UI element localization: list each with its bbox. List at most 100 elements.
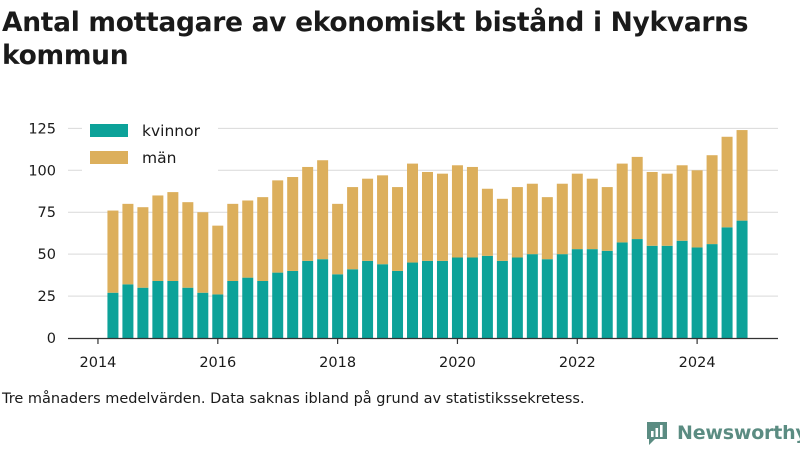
bar-kvinnor [137,287,149,338]
bar-man [377,175,389,265]
bar-kvinnor [496,260,508,338]
logo: Newsworthy [645,420,800,446]
bar-man [182,202,194,288]
bar-kvinnor [526,254,538,338]
bar-man [586,178,598,250]
bar-kvinnor [377,264,389,338]
x-tick-label: 2024 [679,355,716,371]
bar-kvinnor [511,257,523,338]
bar-man [197,212,209,293]
x-tick-label: 2020 [439,355,476,371]
bar-kvinnor [571,249,583,338]
bar-kvinnor [212,294,224,338]
x-axis: 2014 2016 2018 2020 2022 2024 [68,337,778,371]
chart: 0 25 50 75 100 125 2014 2016 2018 2020 2022 2024 k… [28,118,778,371]
y-tick-label: 25 [38,289,56,305]
bar-man [227,203,239,281]
bar-man [107,210,119,293]
bars [107,130,748,338]
logo-text: Newsworthy [677,422,800,444]
bar-kvinnor [167,280,179,338]
bar-kvinnor [676,240,688,338]
bar-kvinnor [197,292,209,338]
bar-kvinnor [721,227,733,338]
bar-kvinnor [332,274,344,338]
bar-man [242,200,254,278]
bar-man [541,197,553,260]
bar-man [332,203,344,275]
bar-man [646,171,658,246]
bar-kvinnor [661,245,673,338]
bar-kvinnor [691,247,703,338]
bar-man [511,187,523,258]
bar-man [676,165,688,241]
bar-kvinnor [152,280,164,338]
legend-label: kvinnor [142,122,201,140]
bar-kvinnor [631,239,643,338]
bar-kvinnor [302,260,314,338]
bar-man [407,163,419,263]
y-axis: 0 25 50 75 100 125 [28,121,56,347]
legend-swatch [90,151,128,164]
bar-man [317,160,329,260]
bar-man [436,173,448,261]
bar-man [167,192,179,281]
bar-man [302,166,314,261]
bar-kvinnor [257,280,269,338]
bar-man [616,163,628,243]
bar-kvinnor [541,259,553,338]
legend-label: män [142,149,176,167]
bar-man [736,130,748,221]
bar-man [257,197,269,281]
bar-man [287,177,299,271]
bar-kvinnor [706,244,718,338]
bar-man [152,195,164,281]
bar-kvinnor [481,255,493,338]
bar-kvinnor [646,245,658,338]
bar-kvinnor [616,242,628,338]
bar-man [721,136,733,228]
bar-kvinnor [451,257,463,338]
bar-kvinnor [421,260,433,338]
bar-man [362,178,374,261]
bar-kvinnor [362,260,374,338]
legend-swatch [90,124,128,137]
bar-man [451,165,463,258]
bar-kvinnor [392,270,404,338]
bar-man [481,188,493,256]
bar-kvinnor [556,254,568,338]
y-tick-label: 0 [47,331,56,347]
bar-kvinnor [287,270,299,338]
bar-kvinnor [407,262,419,338]
bar-man [556,183,568,255]
newsworthy-logo-icon [647,422,667,445]
bar-kvinnor [227,280,239,338]
bar-man [392,187,404,271]
page-title: Antal mottagare av ekonomiskt bistånd i … [2,7,749,71]
bar-man [691,170,703,248]
bar-man [571,173,583,250]
bar-man [421,171,433,261]
bar-man [661,173,673,246]
bar-kvinnor [182,287,194,338]
bar-kvinnor [601,250,613,338]
bar-man [347,187,359,270]
bar-man [526,183,538,255]
bar-man [122,203,134,285]
bar-kvinnor [347,269,359,338]
legend: kvinnor män [82,118,218,174]
bar-kvinnor [736,220,748,338]
bar-man [496,198,508,261]
x-tick-label: 2016 [199,355,236,371]
bar-kvinnor [122,284,134,338]
x-tick-label: 2014 [80,355,117,371]
bar-man [631,156,643,240]
bar-man [212,225,224,295]
bar-man [601,187,613,251]
bar-man [466,166,478,258]
bar-kvinnor [466,257,478,338]
bar-kvinnor [436,260,448,338]
bar-kvinnor [272,272,284,338]
bar-kvinnor [317,259,329,338]
bar-man [137,207,149,288]
